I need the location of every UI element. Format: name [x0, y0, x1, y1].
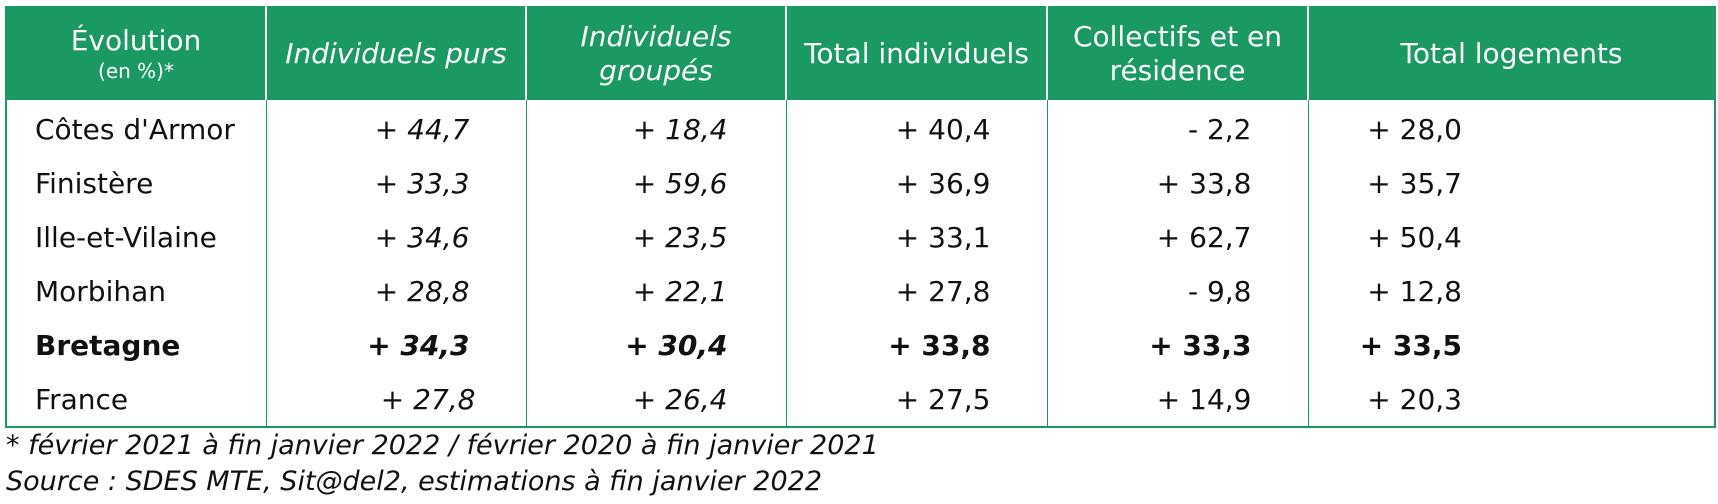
region-cell: Bretagne [6, 318, 267, 372]
total-logements-cell: + 20,3 [1367, 382, 1462, 416]
header-individuels-groupes: Individuels groupés [526, 7, 787, 100]
total-individuels-cell: + 27,8 [786, 264, 1048, 318]
total-logements-cell: + 28,0 [1367, 112, 1462, 146]
individuels-purs-cell: + 34,6 [266, 210, 527, 264]
table-header: Évolution (en %)* Individuels purs Indiv… [6, 7, 1715, 100]
header-collectifs-line1: Collectifs et en [1072, 20, 1283, 53]
individuels-purs-cell: + 33,3 [266, 156, 527, 210]
table-row: Morbihan + 28,8 + 22,1 + 27,8 - 9,8 + 12… [6, 264, 1715, 318]
table-row: Côtes d'Armor + 44,7 + 18,4 + 40,4 - 2,2… [6, 100, 1715, 156]
region-cell: France [6, 372, 267, 427]
table-row-total-region: Bretagne + 34,3 + 30,4 + 33,8 + 33,3 + 3… [6, 318, 1715, 372]
table-row: Ille-et-Vilaine + 34,6 + 23,5 + 33,1 + 6… [6, 210, 1715, 264]
total-individuels-cell: + 33,8 [786, 318, 1048, 372]
header-total-individuels: Total individuels [786, 7, 1048, 100]
total-logements-cell: + 35,7 [1367, 166, 1462, 200]
collectifs-cell: + 33,8 [1047, 156, 1309, 210]
individuels-purs-cell: + 34,3 [266, 318, 527, 372]
table-body: Côtes d'Armor + 44,7 + 18,4 + 40,4 - 2,2… [6, 100, 1715, 427]
header-evolution: Évolution (en %)* [6, 7, 267, 100]
total-logements-cell: + 50,4 [1367, 220, 1462, 254]
header-total-logements: Total logements [1308, 7, 1715, 100]
region-cell: Côtes d'Armor [6, 100, 267, 156]
total-logements-cell: + 33,5 [1359, 328, 1462, 362]
region-cell: Finistère [6, 156, 267, 210]
header-collectifs: Collectifs et en résidence [1047, 7, 1309, 100]
collectifs-cell: + 14,9 [1047, 372, 1309, 427]
table-row: France + 27,8 + 26,4 + 27,5 + 14,9 + 20,… [6, 372, 1715, 427]
table-row: Finistère + 33,3 + 59,6 + 36,9 + 33,8 + … [6, 156, 1715, 210]
collectifs-cell: - 2,2 [1047, 100, 1309, 156]
total-individuels-cell: + 40,4 [786, 100, 1048, 156]
header-individuels-groupes-line2: groupés [599, 54, 713, 87]
total-individuels-cell: + 36,9 [786, 156, 1048, 210]
housing-evolution-table-container: Évolution (en %)* Individuels purs Indiv… [5, 6, 1716, 428]
total-individuels-cell: + 33,1 [786, 210, 1048, 264]
housing-evolution-table: Évolution (en %)* Individuels purs Indiv… [5, 6, 1716, 428]
individuels-groupes-cell: + 26,4 [526, 372, 787, 427]
collectifs-cell: + 33,3 [1047, 318, 1309, 372]
collectifs-cell: - 9,8 [1047, 264, 1309, 318]
header-evolution-title: Évolution [70, 24, 202, 57]
total-logements-cell: + 12,8 [1367, 274, 1462, 308]
individuels-purs-cell: + 44,7 [266, 100, 527, 156]
individuels-groupes-cell: + 30,4 [526, 318, 787, 372]
individuels-groupes-cell: + 23,5 [526, 210, 787, 264]
header-row: Évolution (en %)* Individuels purs Indiv… [6, 7, 1715, 100]
source-footnote: Source : SDES MTE, Sit@del2, estimations… [6, 466, 823, 497]
region-cell: Morbihan [6, 264, 267, 318]
header-collectifs-line2: résidence [1109, 54, 1246, 87]
total-individuels-cell: + 27,5 [786, 372, 1048, 427]
individuels-purs-cell: + 28,8 [266, 264, 527, 318]
header-individuels-groupes-line1: Individuels [580, 20, 732, 53]
header-evolution-unit: (en %)* [98, 59, 174, 83]
region-cell: Ille-et-Vilaine [6, 210, 267, 264]
individuels-groupes-cell: + 22,1 [526, 264, 787, 318]
individuels-groupes-cell: + 18,4 [526, 100, 787, 156]
individuels-groupes-cell: + 59,6 [526, 156, 787, 210]
header-individuels-purs: Individuels purs [266, 7, 527, 100]
individuels-purs-cell: + 27,8 [266, 372, 527, 427]
period-footnote: * février 2021 à fin janvier 2022 / févr… [6, 430, 879, 461]
collectifs-cell: + 62,7 [1047, 210, 1309, 264]
